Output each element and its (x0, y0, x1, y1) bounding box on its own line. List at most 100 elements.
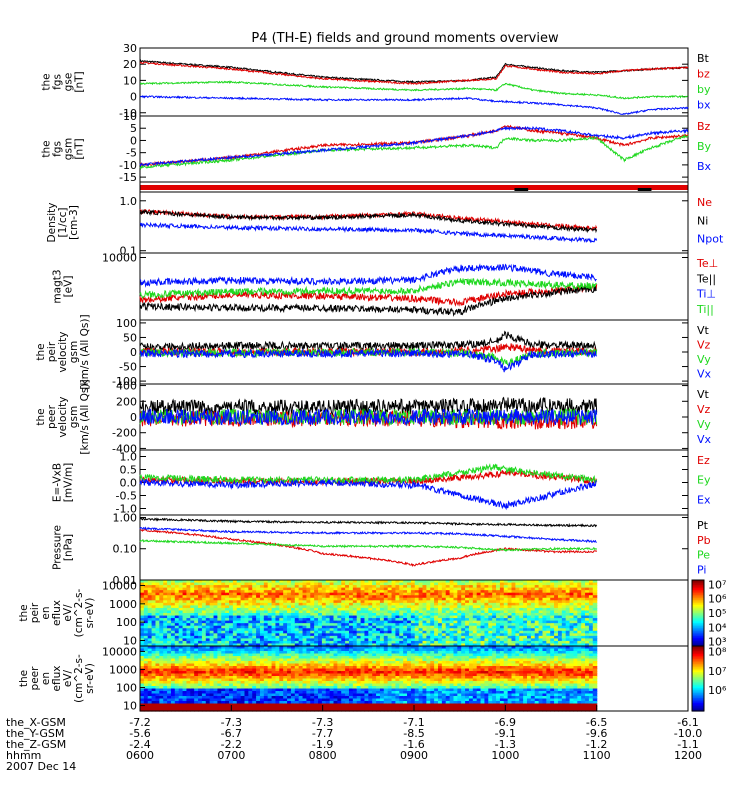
spectrogram-cell (186, 661, 191, 665)
spectrogram-cell (302, 638, 308, 642)
spectrogram-cell (205, 623, 211, 627)
spectrogram-cell (221, 663, 226, 667)
spectrogram-cell (217, 681, 222, 685)
spectrogram-cell (236, 630, 242, 634)
spectrogram-cell (329, 696, 335, 700)
spectrogram-cell (267, 661, 273, 665)
spectrogram-cell (468, 587, 474, 591)
spectrogram-cell (430, 582, 435, 586)
spectrogram-cell (170, 580, 176, 584)
spectrogram-cell (186, 582, 191, 586)
spectrogram-cell (341, 676, 346, 680)
spectrogram-cell (263, 623, 269, 627)
spectrogram-cell (209, 602, 215, 606)
spectrogram-cell (484, 592, 489, 596)
spectrogram-cell (159, 686, 164, 690)
spectrogram-cell (410, 635, 416, 639)
spectrogram-cell (287, 651, 292, 655)
spectrogram-cell (503, 628, 509, 632)
spectrogram-cell (159, 643, 164, 647)
spectrogram-cell (302, 651, 308, 655)
spectrogram-cell (472, 618, 478, 622)
legend-entry: Bz (697, 120, 711, 133)
spectrogram-cell (140, 658, 145, 662)
spectrogram-cell (256, 620, 261, 624)
spectrogram-cell (387, 587, 393, 591)
legend-entry: Ne (697, 196, 712, 209)
spectrogram-cell (143, 602, 149, 606)
spectrogram-cell (453, 580, 458, 584)
legend-entry: by (697, 83, 711, 96)
spectrogram-cell (554, 638, 559, 642)
spectrogram-cell (383, 663, 389, 667)
spectrogram-cell (341, 625, 346, 629)
spectrogram-cell (170, 653, 176, 657)
legend-entry: Npot (697, 233, 724, 246)
spectrogram-cell (368, 602, 373, 606)
spectrogram-cell (174, 708, 180, 712)
spectrogram-cell (352, 595, 358, 599)
spectrogram-cell (198, 602, 203, 606)
spectrogram-cell (186, 693, 191, 697)
spectrogram-cell (302, 671, 308, 675)
spectrogram-cell (298, 678, 304, 682)
spectrogram-cell (515, 607, 520, 612)
spectrogram-cell (198, 696, 203, 700)
spectrogram-cell (143, 635, 149, 639)
spectrogram-cell (379, 618, 385, 622)
spectrogram-cell (159, 638, 164, 642)
spectrogram-cell (275, 590, 280, 594)
spectrogram-cell (170, 708, 176, 712)
spectrogram-cell (426, 633, 431, 637)
spectrogram-cell (271, 638, 277, 642)
spectrogram-cell (213, 623, 219, 627)
spectrogram-cell (298, 610, 304, 614)
spectrogram-cell (461, 597, 466, 601)
spectrogram-cell (527, 643, 532, 647)
spectrogram-cell (341, 708, 346, 712)
spectrogram-cell (310, 643, 315, 647)
spectrogram-cell (302, 597, 308, 601)
spectrogram-cell (314, 648, 319, 652)
spectrogram-cell (391, 600, 397, 604)
y-tick-label: -1.0 (116, 503, 137, 516)
spectrogram-cell (275, 607, 280, 612)
spectrogram-cell (294, 628, 300, 632)
spectrogram-cell (476, 618, 482, 622)
spectrogram-cell (279, 633, 284, 637)
spectrogram-cell (167, 585, 172, 589)
page-title: P4 (TH-E) fields and ground moments over… (251, 31, 559, 46)
spectrogram-cell (457, 625, 462, 629)
spectrogram-cell (387, 582, 393, 586)
spectrogram-cell (554, 618, 559, 622)
spectrogram-cell (182, 600, 188, 604)
spectrogram-cell (298, 666, 304, 670)
spectrogram-cell (484, 620, 489, 624)
spectrogram-cell (453, 585, 458, 589)
spectrogram-cell (492, 613, 497, 617)
spectrogram-cell (515, 640, 520, 645)
spectrogram-cell (337, 638, 342, 642)
spectrogram-cell (414, 643, 420, 647)
spectrogram-cell (492, 623, 497, 627)
spectrogram-cell (290, 691, 296, 695)
spectrogram-cell (368, 683, 373, 687)
spectrogram-cell (314, 613, 319, 617)
spectrogram-cell (178, 666, 184, 670)
spectrogram-cell (426, 623, 431, 627)
spectrogram-cell (430, 585, 435, 589)
spectrogram-cell (205, 640, 211, 645)
spectrogram-cell (325, 696, 331, 700)
spectrogram-cell (468, 590, 474, 594)
spectrogram-cell (387, 635, 393, 639)
spectrogram-cell (534, 635, 540, 639)
spectrogram-cell (244, 661, 249, 665)
spectrogram-cell (306, 610, 311, 614)
spectrogram-cell (213, 693, 219, 697)
spectrogram-cell (577, 610, 582, 614)
spectrogram-cell (368, 585, 373, 589)
spectrogram-cell (430, 600, 435, 604)
spectrogram-cell (496, 580, 501, 584)
spectrogram-cell (527, 618, 532, 622)
spectrogram-cell (167, 582, 172, 586)
